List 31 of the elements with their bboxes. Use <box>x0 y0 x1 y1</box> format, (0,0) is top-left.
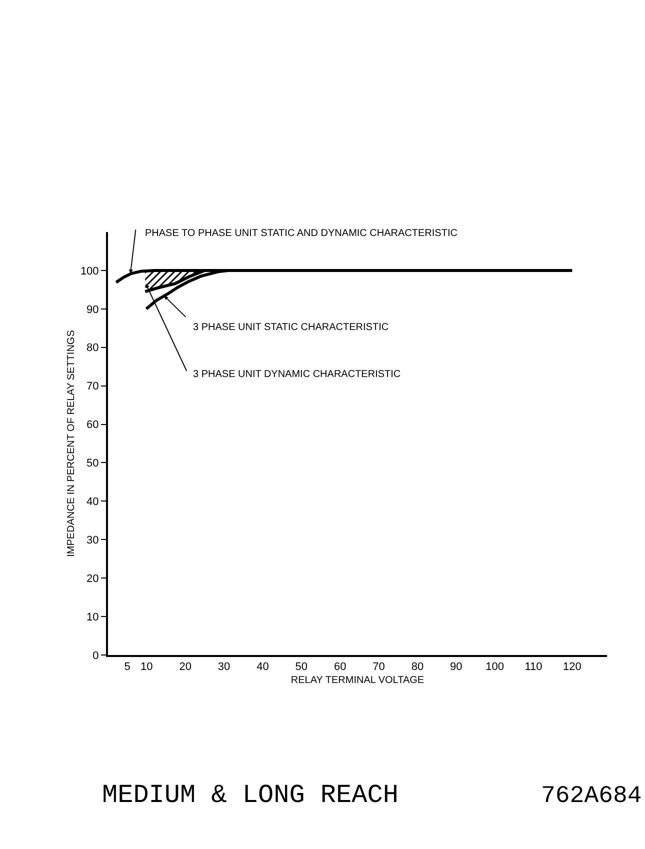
x-tick-label: 30 <box>218 661 230 674</box>
y-tick-label: 60 <box>86 419 99 432</box>
y-tick-label: 30 <box>86 534 99 546</box>
text: MEDIUM & LONG REACH <box>102 780 398 810</box>
x-tick-label: 90 <box>450 661 462 674</box>
x-tick-label: 120 <box>563 661 582 674</box>
y-axis-title: IMPEDANCE IN PERCENT OF RELAY SETTINGS <box>66 330 77 557</box>
x-tick-label: 70 <box>372 661 385 674</box>
x-tick-label: 40 <box>256 661 269 674</box>
text: 3 PHASE UNIT STATIC CHARACTERISTIC <box>193 322 389 333</box>
y-tick-label: 0 <box>92 650 99 662</box>
x-axis-title: RELAY TERMINAL VOLTAGE <box>290 675 424 686</box>
text: 762A684 <box>541 783 642 810</box>
y-tick-label: 20 <box>86 572 99 585</box>
y-tick-label: 70 <box>86 380 99 393</box>
text: 3 PHASE UNIT DYNAMIC CHARACTERISTIC <box>193 369 401 380</box>
y-tick-label: 40 <box>86 496 99 508</box>
x-tick-label: 60 <box>334 661 346 674</box>
x-tick-label: 10 <box>140 661 153 674</box>
y-tick-label: 100 <box>80 265 99 278</box>
x-tick-label: 50 <box>295 661 308 674</box>
x-tick-label: 20 <box>179 661 192 674</box>
x-tick-label: 5 <box>124 661 130 674</box>
y-tick-label: 90 <box>86 304 99 316</box>
text: PHASE TO PHASE UNIT STATIC AND DYNAMIC CHARACTERISTIC <box>145 228 458 239</box>
x-tick-label: 100 <box>486 661 504 674</box>
y-tick-label: 50 <box>86 458 99 470</box>
y-tick-label: 10 <box>86 611 99 624</box>
x-tick-label: 80 <box>411 661 424 674</box>
y-tick-label: 80 <box>86 342 99 354</box>
x-tick-label: 110 <box>524 661 542 674</box>
